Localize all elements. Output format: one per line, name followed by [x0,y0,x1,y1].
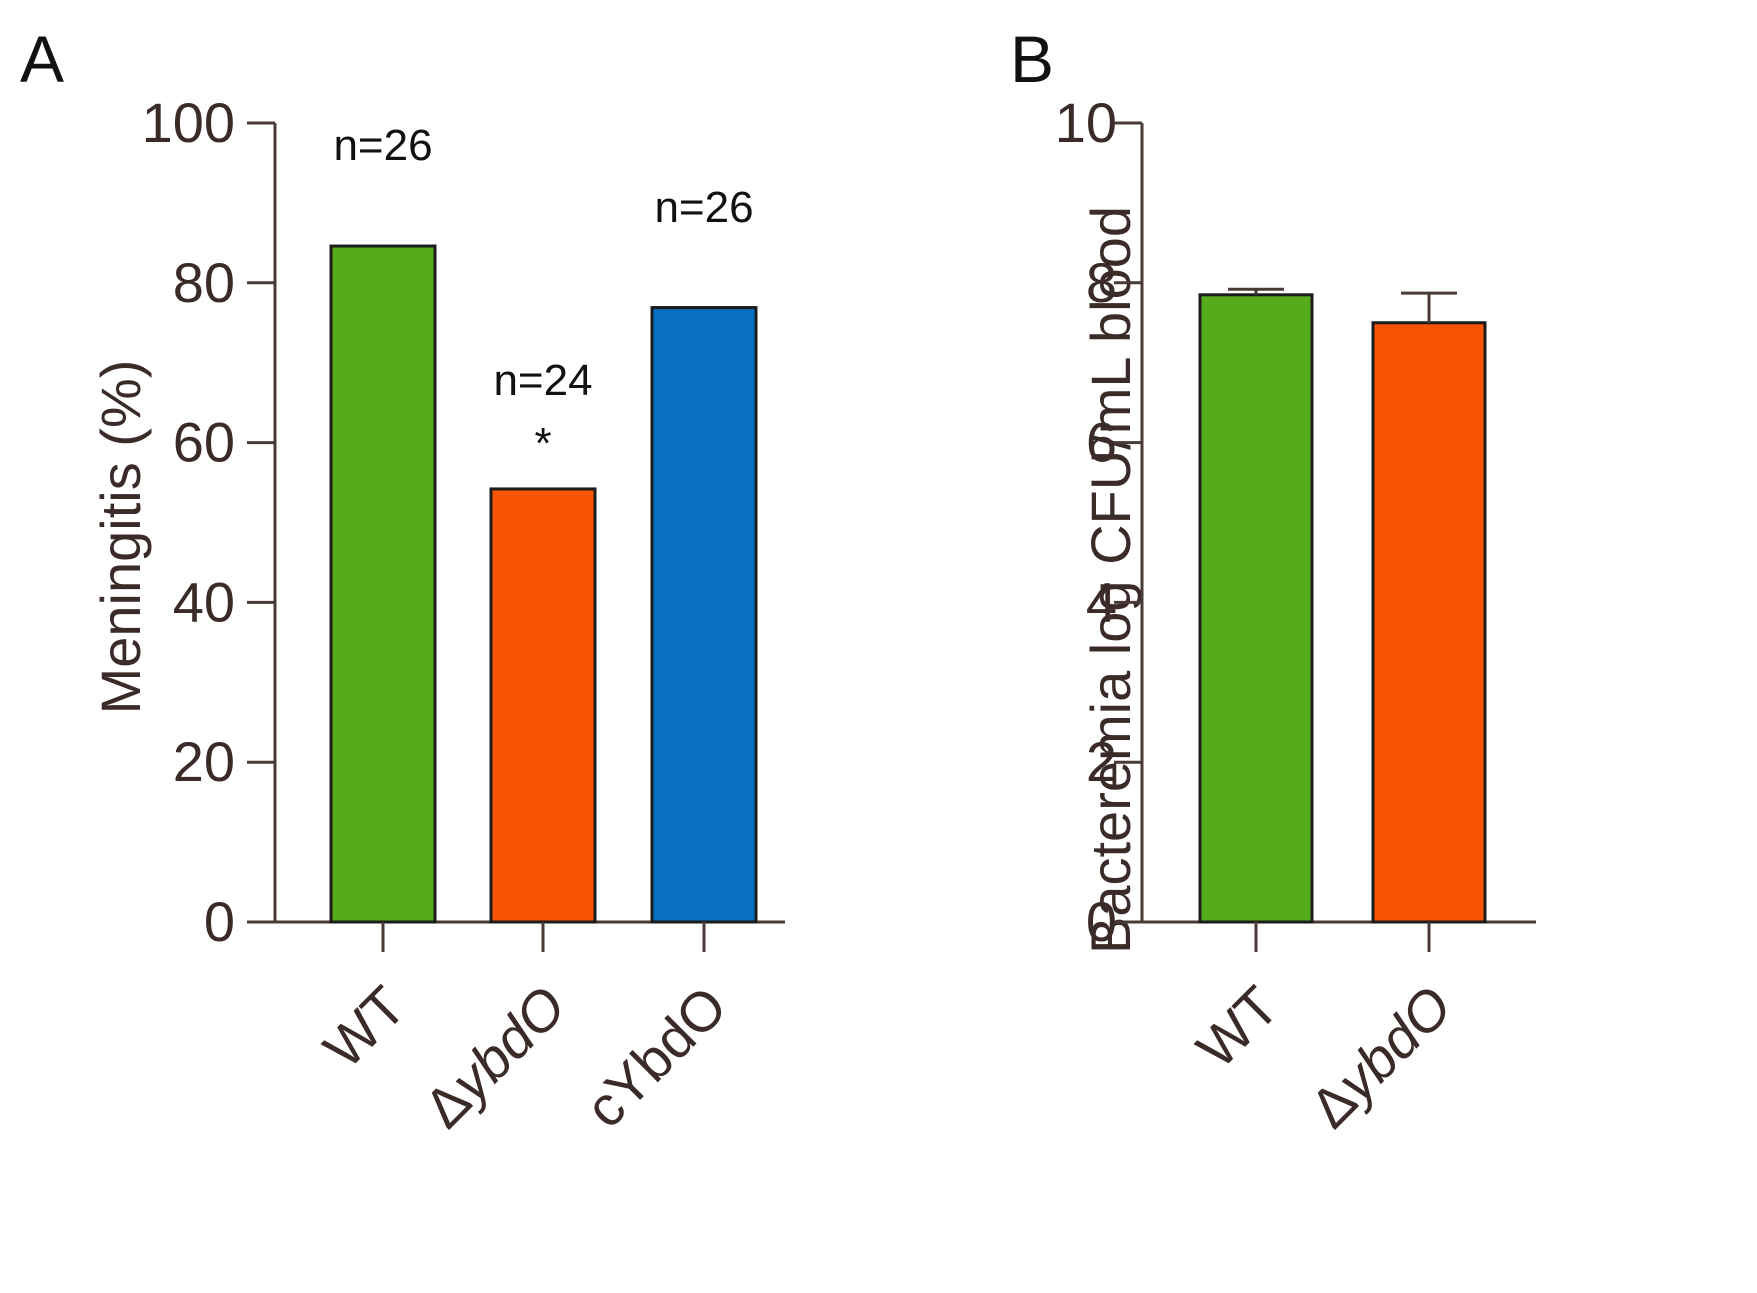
panel-a-y-axis-title: Meningitis (%) [89,360,152,715]
panel-a-n-annotation: n=26 [333,121,432,170]
panel-b-y-tick-label: 10 [1055,91,1117,154]
panel-b-y-tick-label: 0 [1086,890,1117,953]
panel-a-bar [650,306,758,924]
panel-b-y-tick-label: 2 [1086,730,1117,793]
panel-a-category-label: WT [311,974,417,1080]
panel-b-category-label: WT [1184,974,1290,1080]
panel-a-y-tick-label: 0 [204,890,235,953]
panel-a-n-annotation: n=26 [654,183,753,232]
panel-a-n-annotation: n=24 [493,356,592,405]
panel-a-y-tick-label: 60 [173,411,235,474]
panel-a-category-label: ΔybdO [412,974,578,1140]
panel-label-a: A [20,22,64,96]
panel-a-y-tick-label: 100 [142,91,235,154]
panel-a-bar [329,244,437,924]
panel-a-y-tick-label: 20 [173,730,235,793]
panel-b-y-axis-title: Bacteremia log CFU/mL blood [1079,206,1142,954]
panel-label-b: B [1010,22,1054,96]
panel-a-significance-star: * [534,419,551,468]
panel-b-y-tick-label: 4 [1086,570,1117,633]
panel-b-y-tick-label: 6 [1086,411,1117,474]
panel-a-bar [489,487,597,924]
panel-a-category-label: cYbdO [573,974,739,1140]
panel-b-bar [1371,321,1487,924]
panel-a-y-tick-label: 40 [173,570,235,633]
panel-a-y-tick-label: 80 [173,251,235,314]
panel-b-y-tick-label: 8 [1086,251,1117,314]
panel-b-bar [1198,293,1314,924]
panel-b-category-label: ΔybdO [1298,974,1464,1140]
